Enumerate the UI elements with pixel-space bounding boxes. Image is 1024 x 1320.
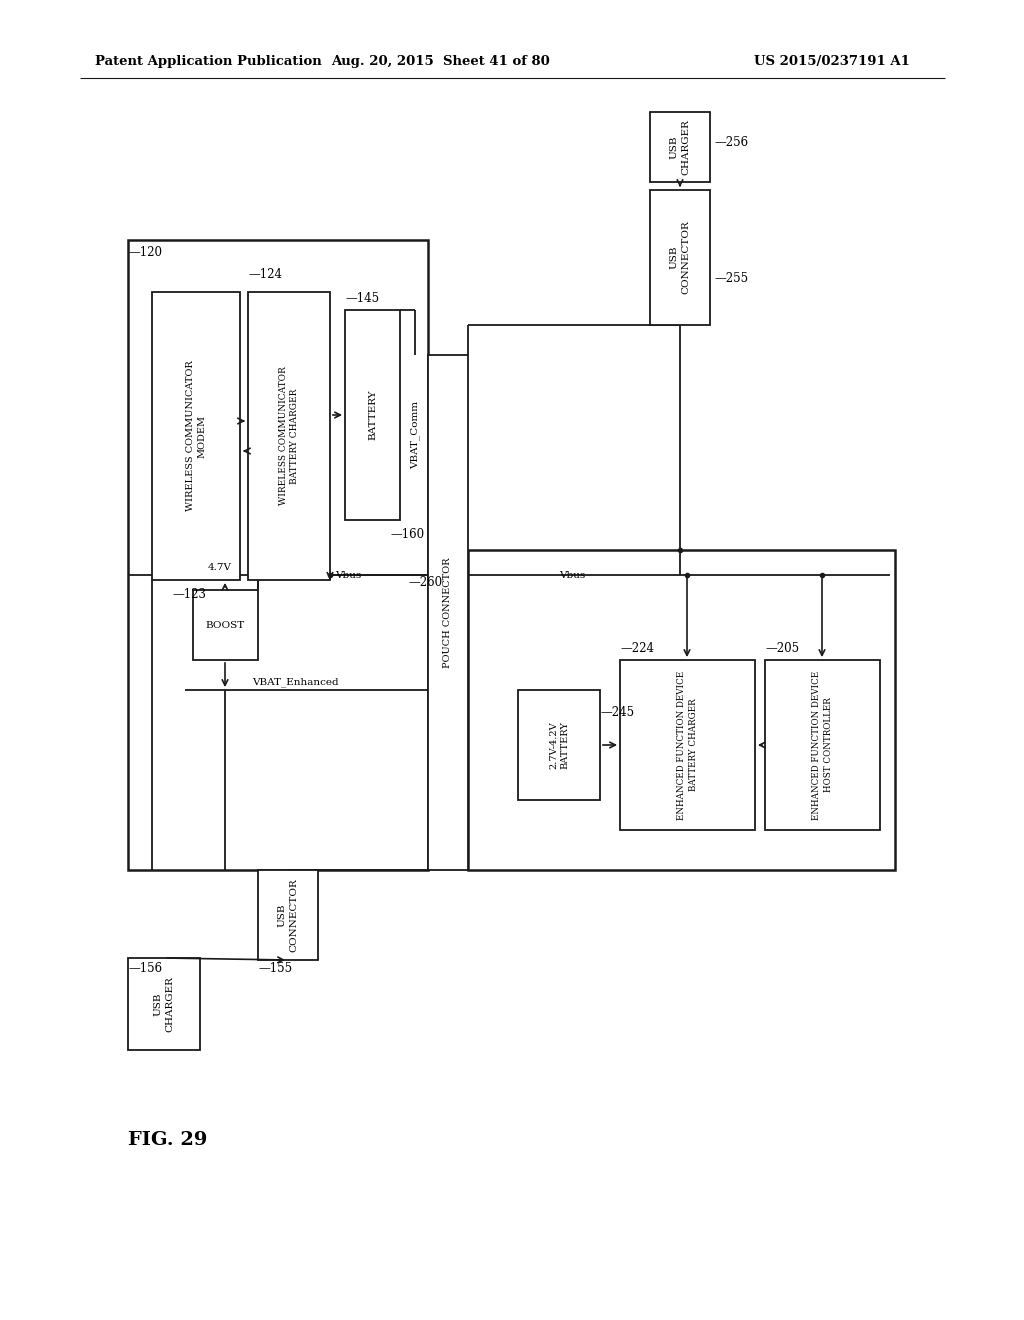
Bar	[650, 190, 710, 325]
Bar	[128, 958, 200, 1049]
Text: USB
CHARGER: USB CHARGER	[154, 975, 174, 1032]
Text: VBAT_Comm: VBAT_Comm	[411, 401, 420, 469]
Bar	[620, 660, 755, 830]
Text: —224: —224	[620, 642, 654, 655]
Text: Patent Application Publication: Patent Application Publication	[95, 55, 322, 69]
Text: US 2015/0237191 A1: US 2015/0237191 A1	[754, 55, 910, 69]
Text: —255: —255	[714, 272, 749, 285]
Text: —120: —120	[128, 246, 162, 259]
Text: Vbus: Vbus	[559, 570, 585, 579]
Text: BOOST: BOOST	[206, 620, 245, 630]
Text: USB
CONNECTOR: USB CONNECTOR	[670, 220, 690, 294]
Bar	[128, 240, 428, 870]
Text: FIG. 29: FIG. 29	[128, 1131, 208, 1148]
Bar	[193, 590, 258, 660]
Text: ENHANCED FUNCTION DEVICE
HOST CONTROLLER: ENHANCED FUNCTION DEVICE HOST CONTROLLER	[812, 671, 833, 820]
Bar	[258, 870, 318, 960]
Bar	[765, 660, 880, 830]
Text: —256: —256	[714, 136, 749, 149]
Text: —123: —123	[172, 587, 206, 601]
Text: —245: —245	[600, 705, 634, 718]
Text: —156: —156	[128, 961, 162, 974]
Bar	[152, 292, 240, 579]
Text: USB
CHARGER: USB CHARGER	[670, 119, 690, 176]
Text: —124: —124	[248, 268, 282, 281]
Bar	[428, 355, 468, 870]
Text: WIRELESS COMMUNICATOR
BATTERY CHARGER: WIRELESS COMMUNICATOR BATTERY CHARGER	[279, 367, 299, 506]
Text: BATTERY: BATTERY	[368, 389, 377, 441]
Text: —145: —145	[345, 292, 379, 305]
Bar	[345, 310, 400, 520]
Bar	[650, 112, 710, 182]
Text: ENHANCED FUNCTION DEVICE
BATTERY CHARGER: ENHANCED FUNCTION DEVICE BATTERY CHARGER	[678, 671, 697, 820]
Text: USB
CONNECTOR: USB CONNECTOR	[278, 878, 298, 952]
Text: —260: —260	[408, 576, 442, 589]
Text: Vbus: Vbus	[335, 570, 361, 579]
Text: 4.7V: 4.7V	[208, 562, 232, 572]
Text: VBAT_Enhanced: VBAT_Enhanced	[252, 677, 338, 686]
Bar	[518, 690, 600, 800]
Text: WIRELESS COMMUNICATOR
MODEM: WIRELESS COMMUNICATOR MODEM	[186, 360, 206, 511]
Bar	[468, 550, 895, 870]
Text: —155: —155	[258, 961, 292, 974]
Text: 2.7V-4.2V
BATTERY: 2.7V-4.2V BATTERY	[549, 721, 569, 770]
Text: —160: —160	[390, 528, 424, 541]
Text: —205: —205	[765, 642, 799, 655]
Text: POUCH CONNECTOR: POUCH CONNECTOR	[443, 557, 453, 668]
Text: Aug. 20, 2015  Sheet 41 of 80: Aug. 20, 2015 Sheet 41 of 80	[331, 55, 549, 69]
Bar	[248, 292, 330, 579]
